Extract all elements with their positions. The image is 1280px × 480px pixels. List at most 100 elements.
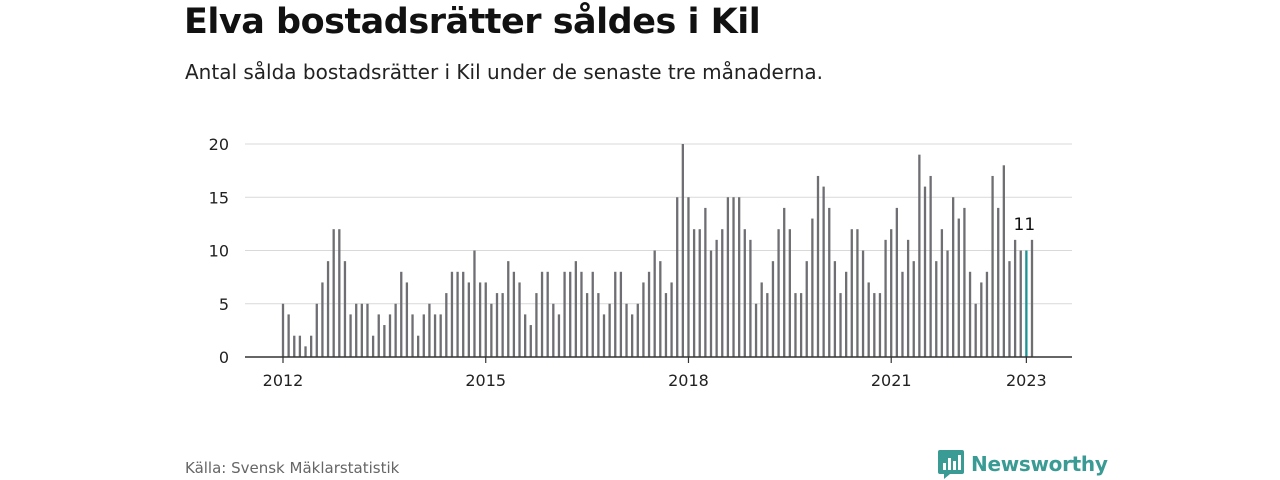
bar	[929, 175, 932, 357]
bar	[332, 229, 335, 357]
bar	[338, 229, 341, 357]
bar	[653, 250, 656, 357]
bar	[293, 335, 296, 357]
bar	[377, 314, 380, 357]
bar	[529, 325, 532, 357]
bar	[738, 197, 741, 357]
bar	[935, 261, 938, 357]
bar	[326, 261, 330, 357]
bar	[281, 303, 285, 357]
bar	[754, 303, 758, 357]
bar	[411, 314, 414, 357]
bar	[535, 293, 538, 357]
bar	[760, 282, 763, 357]
bar	[608, 303, 611, 357]
bar	[478, 282, 482, 357]
bar	[557, 314, 561, 357]
bar	[642, 282, 645, 357]
bar	[304, 346, 307, 357]
bar	[895, 207, 898, 357]
bar	[552, 303, 555, 357]
bar	[636, 303, 639, 357]
bar	[681, 144, 684, 357]
bar	[715, 239, 718, 357]
bar-highlight	[1025, 250, 1028, 357]
bar	[405, 282, 409, 357]
bar	[310, 335, 313, 357]
bar	[355, 303, 358, 357]
bar	[512, 271, 516, 357]
x-tick-label: 2012	[263, 371, 304, 390]
bar	[918, 154, 921, 357]
bar	[546, 271, 549, 357]
chart-title: Elva bostadsrätter såldes i Kil	[184, 2, 761, 42]
bar	[343, 261, 347, 357]
bar	[828, 207, 831, 357]
bar	[726, 197, 730, 357]
bar	[585, 293, 589, 357]
bar	[298, 335, 302, 357]
bar	[805, 261, 808, 357]
bar	[659, 261, 662, 357]
bar	[732, 197, 735, 357]
bar	[360, 303, 363, 357]
bar	[850, 229, 853, 357]
bar	[974, 303, 977, 357]
bar	[614, 271, 617, 357]
y-tick-label: 20	[209, 135, 229, 154]
bar	[428, 303, 431, 357]
bar	[450, 271, 454, 357]
bar	[456, 271, 459, 357]
bar	[490, 303, 493, 357]
bar	[580, 271, 583, 357]
bar	[997, 207, 1000, 357]
bar	[963, 207, 966, 357]
bar	[524, 314, 527, 357]
bar	[839, 293, 842, 357]
bar	[366, 303, 369, 357]
bar	[445, 293, 448, 357]
axes: 0 5 10 15 20 11 2012 2015 2018 2021 2023	[209, 135, 1072, 390]
bar	[1008, 261, 1011, 357]
bar	[721, 229, 724, 357]
bar	[704, 207, 707, 357]
bar	[991, 175, 994, 357]
bar	[867, 282, 870, 357]
y-tick-label: 5	[219, 295, 229, 314]
bar	[1019, 250, 1022, 357]
y-tick-label: 0	[219, 348, 229, 367]
y-tick-label: 10	[209, 242, 229, 261]
bar	[602, 314, 606, 357]
bar	[799, 293, 803, 357]
bar	[833, 261, 837, 357]
x-tick-label: 2018	[668, 371, 709, 390]
bar	[766, 293, 769, 357]
bar	[631, 314, 634, 357]
highlight-value-label: 11	[1014, 215, 1036, 235]
bar	[816, 175, 820, 357]
bar	[664, 293, 668, 357]
bar	[794, 293, 797, 357]
bar	[1013, 239, 1017, 357]
bar	[811, 218, 814, 357]
bar	[439, 314, 442, 357]
bar	[473, 250, 476, 357]
x-tick-label: 2015	[465, 371, 506, 390]
bar	[315, 303, 318, 357]
bars	[281, 144, 1034, 357]
bar	[484, 282, 487, 357]
bar	[518, 282, 521, 357]
bar	[940, 229, 944, 357]
bar	[400, 271, 403, 357]
bar	[878, 293, 882, 357]
x-tick-label: 2023	[1006, 371, 1047, 390]
bar	[619, 271, 623, 357]
bar	[388, 314, 392, 357]
bar	[873, 293, 876, 357]
bar	[884, 239, 887, 357]
bar	[912, 261, 915, 357]
bar	[788, 229, 791, 357]
bar	[952, 197, 955, 357]
bar	[749, 239, 752, 357]
bar	[1002, 165, 1005, 357]
